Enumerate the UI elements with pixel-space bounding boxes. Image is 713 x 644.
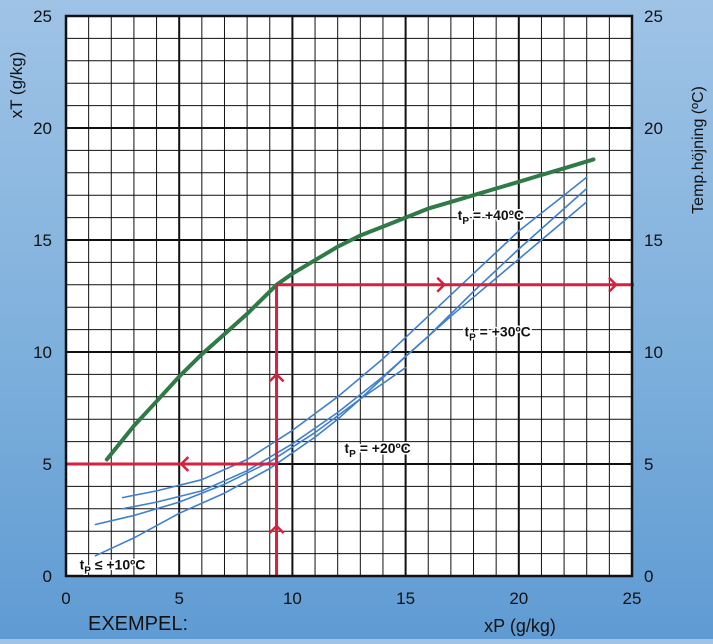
arrow-up-icon	[268, 372, 285, 383]
arrow-up-icon	[268, 524, 285, 534]
example-lines	[66, 276, 634, 576]
plot-area	[66, 16, 632, 576]
curve-label: tP = +30ºC	[464, 323, 530, 343]
series-line-temp	[121, 176, 588, 499]
x-tick-label: 10	[283, 589, 302, 608]
y-tick-label-right: 20	[644, 119, 663, 138]
y-tick-label-left: 20	[33, 119, 52, 138]
x-tick-label: 20	[509, 589, 528, 608]
y-tick-label-left: 5	[43, 455, 52, 474]
y-tick-label-left: 15	[33, 231, 52, 250]
curve-label: tP = +40ºC	[458, 207, 524, 227]
curve-label: tP ≤ +10ºC	[80, 556, 146, 576]
plot-frame	[64, 14, 634, 578]
x-tick-label: 15	[396, 589, 415, 608]
y-tick-label-right: 0	[644, 567, 653, 586]
y-axis-right-title: Temp.höjning (ºC)	[690, 86, 707, 214]
y-tick-label-right: 5	[644, 455, 653, 474]
series-line-temp	[94, 366, 407, 557]
y-tick-label-right: 15	[644, 231, 663, 250]
y-tick-label-left: 25	[33, 7, 52, 26]
series-line-temp	[94, 201, 588, 526]
x-tick-label: 0	[61, 589, 70, 608]
grid	[65, 15, 633, 577]
series-line-temp	[121, 187, 588, 510]
arrow-left-icon	[179, 456, 190, 472]
curve-label: tP = +20ºC	[344, 440, 410, 460]
arrow-right-icon	[436, 276, 447, 293]
x-tick-label: 25	[623, 589, 642, 608]
arrow-right-icon	[608, 276, 618, 293]
series-line-xt	[104, 157, 596, 462]
x-tick-label: 5	[174, 589, 183, 608]
example-caption: EXEMPEL:	[88, 613, 188, 635]
y-tick-label-right: 25	[644, 7, 663, 26]
y-tick-label-right: 10	[644, 343, 663, 362]
y-tick-label-left: 10	[33, 343, 52, 362]
y-tick-label-left: 0	[43, 567, 52, 586]
x-axis-title: xP (g/kg)	[484, 616, 556, 636]
y-axis-left-title: xT (g/kg)	[7, 52, 26, 119]
